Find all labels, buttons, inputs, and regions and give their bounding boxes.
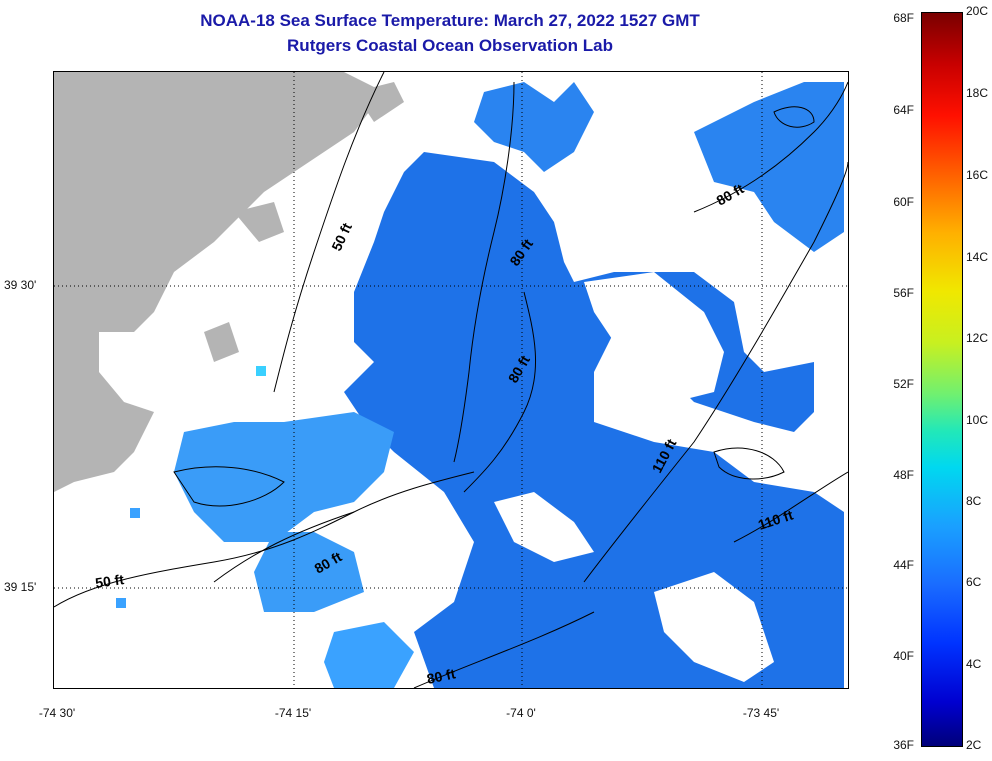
lon-label: -73 45': [742, 706, 780, 720]
tick-f: 48F: [893, 468, 914, 482]
depth-contours: [54, 72, 848, 688]
lon-label: -74 0': [506, 706, 536, 720]
tick-f: 40F: [893, 649, 914, 663]
contour-80ft-north: [453, 81, 515, 463]
land-layer: [54, 72, 404, 492]
tick-f: 44F: [893, 558, 914, 572]
sst-data-layer: [116, 82, 844, 688]
tick-c: 18C: [966, 86, 989, 100]
lat-label: 39 15': [4, 580, 37, 594]
map-title: NOAA-18 Sea Surface Temperature: March 2…: [200, 11, 700, 30]
graticule: [54, 72, 848, 688]
lon-label: -74 30': [38, 706, 76, 720]
contour-50ft-south: [54, 511, 355, 608]
sst-pixel: [256, 366, 266, 376]
tick-f: 64F: [893, 103, 914, 117]
sst-map: 50 ft 50 ft 80 ft 80 ft 80 ft 80 ft 80 f…: [53, 71, 849, 689]
map-subtitle: Rutgers Coastal Ocean Observation Lab: [287, 36, 613, 55]
contour-80ft-east: [693, 81, 848, 213]
sst-patch: [474, 82, 594, 172]
shoal-outline: [773, 106, 815, 128]
tick-c: 20C: [966, 4, 989, 18]
tick-f: 52F: [893, 377, 914, 391]
sst-patch: [694, 82, 844, 252]
shoal-outline: [713, 447, 785, 480]
tick-c: 16C: [966, 168, 989, 182]
land-mass: [54, 72, 384, 492]
tick-c: 14C: [966, 250, 989, 264]
tick-c: 6C: [966, 575, 982, 589]
tick-c: 4C: [966, 657, 982, 671]
tick-f: 68F: [893, 11, 914, 25]
tick-f: 60F: [893, 195, 914, 209]
tick-f: 36F: [893, 738, 914, 752]
temperature-colorbar: [921, 12, 963, 747]
sst-pixel: [116, 598, 126, 608]
sst-map-svg: 50 ft 50 ft 80 ft 80 ft 80 ft 80 ft 80 f…: [54, 72, 848, 688]
tick-c: 8C: [966, 494, 982, 508]
land-mass: [354, 82, 404, 122]
sst-patch: [324, 622, 414, 688]
cloud-gap: [584, 272, 724, 402]
depth-label: 80 ft: [425, 665, 457, 687]
contour-80ft-south: [413, 611, 595, 688]
cloud-gap: [494, 492, 594, 562]
contour-110ft-east: [733, 471, 848, 543]
lon-label: -74 15': [274, 706, 312, 720]
contour-110ft: [583, 161, 848, 583]
lat-label: 39 30': [4, 278, 37, 292]
tick-f: 56F: [893, 286, 914, 300]
island: [204, 322, 239, 362]
island: [234, 202, 284, 242]
tick-c: 12C: [966, 331, 989, 345]
tick-c: 10C: [966, 413, 989, 427]
contour-50ft: [273, 72, 385, 393]
contour-80ft-mid: [213, 471, 475, 583]
shoal-outline: [173, 466, 285, 507]
cloud-gap: [654, 572, 774, 682]
sst-patch: [254, 532, 364, 612]
sst-patch: [174, 412, 394, 542]
sst-pixel: [130, 508, 140, 518]
sst-patch: [344, 152, 844, 688]
depth-label: 50 ft: [328, 220, 355, 253]
tick-c: 2C: [966, 738, 982, 752]
contour-80ft-ridge: [463, 291, 537, 493]
depth-label: 50 ft: [94, 571, 125, 591]
